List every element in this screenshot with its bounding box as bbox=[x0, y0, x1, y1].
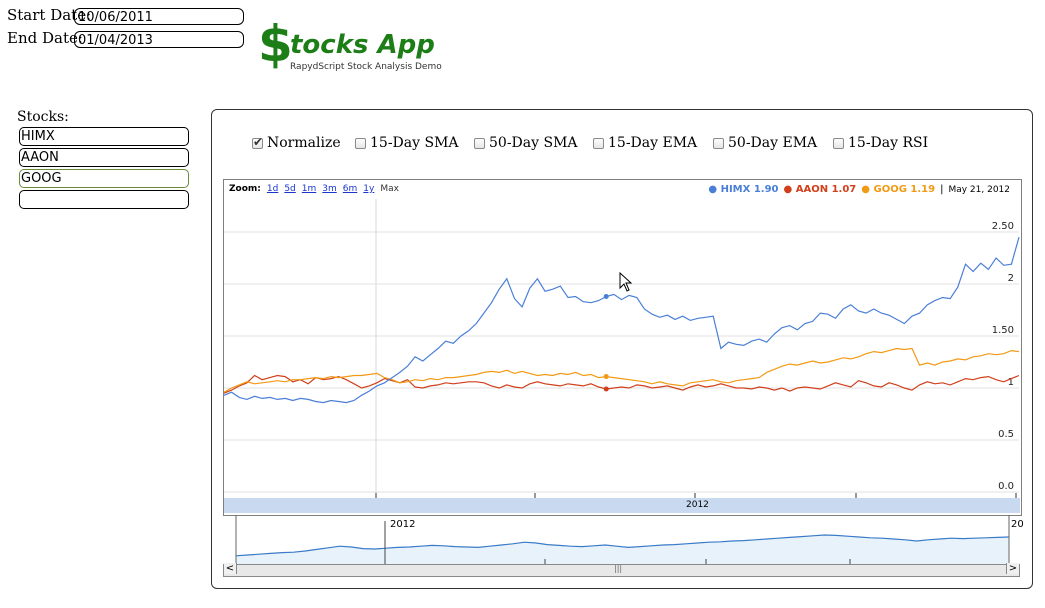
legend-name: GOOG bbox=[873, 184, 907, 195]
y-tick-label: 1.50 bbox=[992, 325, 1014, 336]
mouse-cursor-icon bbox=[619, 272, 633, 292]
hover-point-goog bbox=[603, 374, 609, 380]
series-line-himx[interactable] bbox=[224, 237, 1020, 404]
legend-item-goog: ● GOOG 1.19 bbox=[861, 184, 936, 195]
navigator-year-label-right: 20 bbox=[1011, 519, 1024, 530]
zoom-active-max[interactable]: Max bbox=[380, 184, 399, 194]
range-selector-bar[interactable]: 2012 bbox=[224, 498, 1020, 513]
chart-panel bbox=[211, 109, 1033, 589]
zoom-link-5d[interactable]: 5d bbox=[284, 184, 296, 194]
scroll-right-button[interactable]: > bbox=[1006, 563, 1019, 574]
zoom-bar: Zoom: 1d 5d 1m 3m 6m 1y Max bbox=[229, 184, 399, 194]
hover-point-himx bbox=[603, 293, 609, 299]
scroll-grip[interactable]: ||| bbox=[614, 564, 623, 573]
stock-input-1[interactable] bbox=[19, 127, 189, 146]
normalize-checkbox[interactable]: ✔ bbox=[252, 134, 264, 149]
legend-item-himx: ● HIMX 1.90 bbox=[708, 184, 779, 195]
option-label: Normalize bbox=[267, 135, 341, 151]
option-label: 15-Day EMA bbox=[608, 135, 698, 151]
app-title: tocks App bbox=[290, 30, 435, 60]
ema15-checkbox[interactable] bbox=[593, 137, 604, 149]
y-tick-label: 0.0 bbox=[998, 481, 1014, 492]
end-date-field[interactable]: 01/04/2013 bbox=[74, 31, 244, 48]
navigator-area bbox=[236, 535, 1009, 565]
legend-value: 1.19 bbox=[910, 184, 936, 195]
option-50-day-sma[interactable]: 50-Day SMA bbox=[474, 135, 578, 151]
stock-input-2[interactable] bbox=[19, 148, 189, 167]
zoom-label: Zoom: bbox=[229, 184, 261, 194]
legend-name: AAON bbox=[795, 184, 829, 195]
stocks-label: Stocks: bbox=[17, 109, 69, 125]
option-label: 15-Day RSI bbox=[848, 135, 929, 151]
stock-input-4[interactable] bbox=[19, 190, 189, 209]
option-normalize[interactable]: ✔ Normalize bbox=[252, 135, 341, 151]
legend-item-aaon: ● AAON 1.07 bbox=[783, 184, 857, 195]
y-tick-label: 2 bbox=[1008, 273, 1014, 284]
option-50-day-ema[interactable]: 50-Day EMA bbox=[713, 135, 817, 151]
scroll-left-button[interactable]: < bbox=[224, 563, 237, 574]
option-label: 15-Day SMA bbox=[370, 135, 459, 151]
dollar-logo-icon: $ bbox=[258, 15, 293, 73]
zoom-link-3m[interactable]: 3m bbox=[322, 184, 337, 194]
stock-chart[interactable] bbox=[223, 179, 1022, 516]
zoom-link-1y[interactable]: 1y bbox=[363, 184, 375, 194]
zoom-link-1d[interactable]: 1d bbox=[266, 184, 279, 194]
y-tick-label: 1 bbox=[1008, 377, 1014, 388]
start-date-field[interactable]: 10/06/2011 bbox=[74, 8, 244, 25]
zoom-link-1m[interactable]: 1m bbox=[301, 184, 317, 194]
app-logo: $ tocks App RapydScript Stock Analysis D… bbox=[258, 15, 448, 76]
plot-area[interactable]: 2.50 2 1.50 1 0.5 0.0 bbox=[224, 199, 1020, 499]
sma15-checkbox[interactable] bbox=[355, 137, 366, 149]
y-tick-label: 2.50 bbox=[992, 221, 1014, 232]
option-label: 50-Day SMA bbox=[489, 135, 578, 151]
rsi15-checkbox[interactable] bbox=[833, 137, 844, 149]
legend-separator: | bbox=[940, 184, 944, 195]
series-line-goog[interactable] bbox=[224, 347, 1020, 393]
y-tick-label: 0.5 bbox=[998, 429, 1014, 440]
ema50-checkbox[interactable] bbox=[713, 137, 724, 149]
legend-value: 1.07 bbox=[831, 184, 857, 195]
navigator-chart[interactable] bbox=[224, 515, 1021, 565]
hover-point-aaon bbox=[603, 386, 609, 392]
series-line-aaon[interactable] bbox=[224, 374, 1020, 394]
legend-value: 1.90 bbox=[753, 184, 779, 195]
stock-input-3[interactable] bbox=[19, 169, 189, 188]
navigator-scrollbar[interactable]: < ||| > bbox=[223, 563, 1020, 577]
navigator-year-label: 2012 bbox=[390, 519, 416, 530]
option-label: 50-Day EMA bbox=[728, 135, 818, 151]
navigator-line bbox=[235, 534, 1010, 557]
sma50-checkbox[interactable] bbox=[474, 137, 485, 149]
legend-date: May 21, 2012 bbox=[948, 184, 1010, 195]
start-date-label: Start Date: bbox=[7, 6, 92, 24]
check-icon: ✔ bbox=[253, 134, 264, 149]
legend-name: HIMX bbox=[720, 184, 751, 195]
end-date-label: End Date: bbox=[7, 29, 83, 47]
zoom-link-6m[interactable]: 6m bbox=[342, 184, 358, 194]
chart-legend: ● HIMX 1.90 ● AAON 1.07 ● GOOG 1.19 | Ma… bbox=[708, 184, 1010, 195]
option-15-day-rsi[interactable]: 15-Day RSI bbox=[833, 135, 928, 151]
app-subtitle: RapydScript Stock Analysis Demo bbox=[290, 62, 442, 72]
option-15-day-sma[interactable]: 15-Day SMA bbox=[355, 135, 459, 151]
range-year-label: 2012 bbox=[686, 500, 709, 510]
option-15-day-ema[interactable]: 15-Day EMA bbox=[593, 135, 697, 151]
